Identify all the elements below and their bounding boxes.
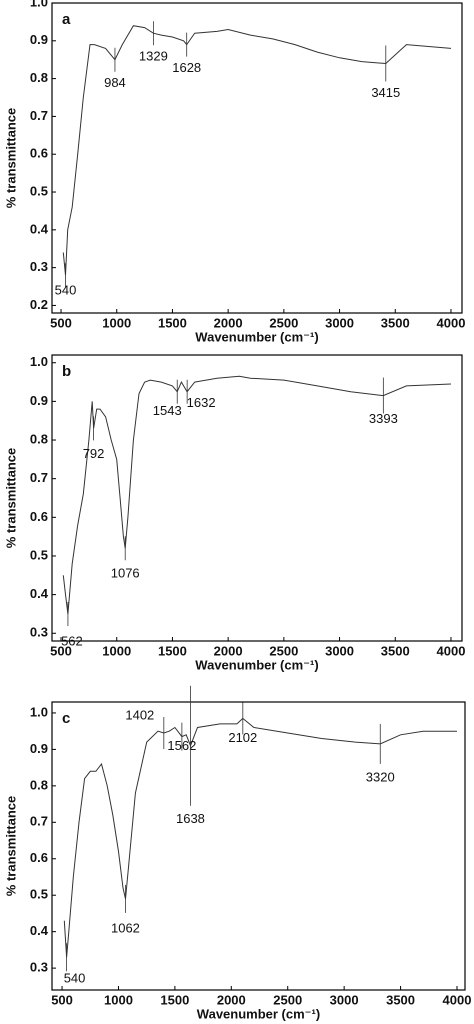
y-tick-label: 0.5 [30,547,48,562]
x-tick-label: 2000 [214,315,243,330]
y-tick-label: 0.5 [30,887,48,902]
y-tick-label: 1.0 [30,0,48,9]
peak-label: 2102 [228,730,257,745]
y-tick-label: 0.6 [30,850,48,865]
x-tick-label: 2500 [269,643,298,658]
y-tick-label: 0.8 [30,70,48,85]
x-tick-label: 4000 [443,992,472,1007]
y-tick-label: 0.7 [30,814,48,829]
x-tick-label: 4000 [437,643,466,658]
x-tick-label: 1000 [102,315,131,330]
x-axis-label: Wavenumber (cm⁻¹) [195,657,318,672]
x-tick-label: 500 [50,643,72,658]
x-tick-label: 3000 [330,992,359,1007]
y-tick-label: 0.3 [30,625,48,640]
peak-label: 540 [64,971,86,986]
peak-label: 1632 [187,395,216,410]
y-tick-label: 0.9 [30,741,48,756]
panel-label: b [62,363,71,380]
x-tick-label: 3000 [325,315,354,330]
y-tick-label: 0.8 [30,777,48,792]
x-tick-label: 1000 [104,992,133,1007]
y-tick-label: 1.0 [30,704,48,719]
x-tick-label: 3000 [325,643,354,658]
y-tick-label: 0.9 [30,393,48,408]
peak-label: 3393 [369,411,398,426]
x-tick-label: 2500 [269,315,298,330]
y-tick-label: 0.8 [30,431,48,446]
spectrum-line [63,717,457,958]
x-tick-label: 1500 [160,992,189,1007]
peak-label: 1638 [176,811,205,826]
x-tick-label: 2000 [217,992,246,1007]
peak-label: 792 [83,446,105,461]
peak-label: 3320 [366,769,395,784]
peak-label: 1076 [111,566,140,581]
x-tick-label: 1500 [158,315,187,330]
y-tick-label: 0.6 [30,509,48,524]
peak-label: 3415 [371,85,400,100]
plot-frame [51,701,466,991]
y-tick-label: 0.4 [30,221,49,236]
y-tick-label: 0.9 [30,32,48,47]
plot-frame [51,2,463,314]
x-tick-label: 3500 [381,315,410,330]
peak-label: 540 [55,283,77,298]
x-tick-label: 4000 [437,315,466,330]
y-tick-label: 0.6 [30,146,48,161]
y-tick-label: 0.3 [30,960,48,975]
panel-label: a [62,11,71,28]
peak-label: 1543 [153,403,182,418]
x-axis-label: Wavenumber (cm⁻¹) [197,1006,320,1021]
peak-label: 1628 [172,60,201,75]
peak-label: 1329 [139,49,168,64]
y-tick-label: 0.5 [30,183,48,198]
peak-label: 1062 [111,920,140,935]
spectrum-line [62,25,452,276]
peak-label: 1402 [125,707,154,722]
x-axis-label: Wavenumber (cm⁻¹) [195,329,318,344]
y-tick-label: 0.7 [30,108,48,123]
y-axis-label: % transmittance [3,796,18,896]
y-axis-label: % transmittance [3,108,18,208]
x-tick-label: 500 [50,315,72,330]
y-tick-label: 0.3 [30,259,48,274]
x-tick-label: 2000 [214,643,243,658]
x-tick-label: 1500 [158,643,187,658]
peak-label: 562 [61,633,83,648]
x-tick-label: 3500 [386,992,415,1007]
y-tick-label: 0.4 [30,586,49,601]
spectrum-line [62,375,452,614]
plot-frame [51,354,463,642]
peak-label: 1562 [167,738,196,753]
x-tick-label: 500 [51,992,73,1007]
y-tick-label: 0.7 [30,470,48,485]
y-tick-label: 0.2 [30,297,48,312]
x-tick-label: 1000 [102,643,131,658]
panel-label: c [62,710,70,727]
peak-label: 984 [104,75,126,90]
y-axis-label: % transmittance [3,448,18,548]
y-tick-label: 1.0 [30,354,48,369]
x-tick-label: 3500 [381,643,410,658]
y-tick-label: 0.4 [30,923,49,938]
x-tick-label: 2500 [273,992,302,1007]
